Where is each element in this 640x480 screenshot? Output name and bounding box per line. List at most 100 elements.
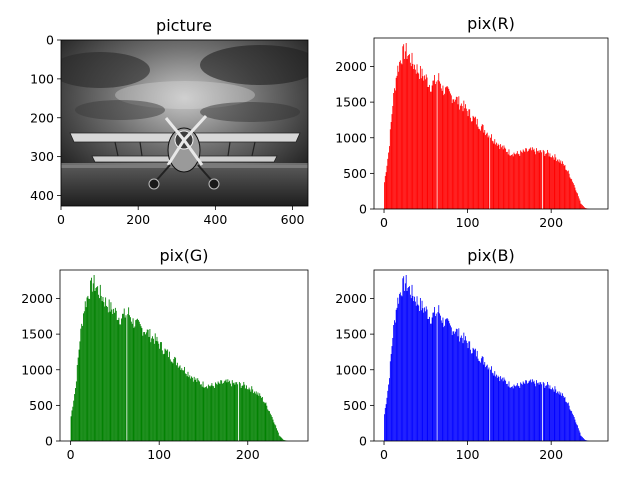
histogram-bar [83, 311, 85, 441]
histogram-bar [139, 324, 141, 441]
histogram-bar [165, 349, 167, 441]
histogram-bar [83, 313, 84, 441]
histogram-bar [538, 152, 540, 209]
histogram-bar [213, 386, 215, 441]
histogram-bar [530, 147, 532, 209]
histogram-bar [432, 312, 434, 441]
histogram-bar [205, 386, 207, 441]
histogram-bar [118, 317, 120, 441]
histogram-bar [190, 378, 192, 441]
histogram-bar [176, 362, 178, 441]
histogram-bar [440, 320, 442, 441]
histogram-bar [443, 95, 445, 209]
histogram-bar [189, 375, 191, 441]
y-tick-label: 400 [30, 188, 54, 203]
histogram-bar [485, 135, 486, 209]
histogram-bar [552, 155, 553, 209]
histogram-bar [516, 383, 518, 441]
histogram-bar [151, 338, 153, 441]
histogram-bar [143, 332, 145, 441]
histogram-bar [121, 318, 122, 441]
y-tick-label: 0 [359, 202, 367, 217]
histogram-bar [266, 405, 268, 441]
histogram-bar [480, 358, 482, 441]
histogram-bar [107, 312, 109, 441]
histogram-bar [152, 336, 153, 441]
histogram-bar [451, 103, 453, 209]
histogram-bar [561, 163, 563, 209]
histogram-bar [92, 283, 94, 441]
histogram-bar [419, 310, 420, 441]
histogram-bar [538, 384, 540, 441]
histogram-bar [274, 424, 276, 441]
histogram-bar [106, 306, 108, 441]
histogram-bar [487, 369, 489, 441]
histogram-bar [197, 378, 199, 441]
histogram-bar [582, 205, 583, 209]
histogram-bar [105, 297, 107, 441]
histogram-bar [207, 384, 209, 441]
histogram-bar [472, 347, 474, 441]
histogram-bar [584, 207, 586, 209]
histogram-bar [569, 177, 571, 209]
y-tick-label: 1000 [21, 362, 53, 377]
histogram-bar [446, 86, 448, 209]
histogram-bar [497, 143, 499, 209]
histogram-bar [429, 323, 431, 441]
histogram-bar [199, 384, 201, 441]
histogram-bar [109, 311, 111, 441]
histogram-bar [510, 155, 512, 209]
histogram-bar [481, 124, 483, 209]
histogram-bar [150, 342, 152, 441]
histogram-bar [384, 182, 385, 209]
histogram-bar [386, 165, 388, 209]
histogram-bar [434, 307, 436, 441]
histogram-bar [499, 381, 501, 441]
histogram-bar [557, 159, 558, 209]
histogram-bar [478, 360, 480, 441]
y-tick-label: 500 [343, 166, 367, 181]
histogram-bar [577, 428, 579, 441]
x-tick-label: 100 [147, 447, 171, 462]
histogram-bar [392, 105, 394, 209]
histogram-bar [261, 396, 263, 441]
histogram-bar [563, 397, 565, 441]
histogram-bar [475, 116, 476, 209]
histogram-bar [147, 329, 149, 441]
y-tick-label: 1500 [21, 327, 53, 342]
histogram-bar [584, 439, 586, 441]
histogram-bar [235, 382, 237, 441]
subplot-title: picture [156, 16, 212, 35]
histogram-bar [396, 307, 398, 441]
histogram-bar [504, 147, 506, 209]
histogram-bar [98, 294, 99, 441]
histogram-bar [166, 350, 168, 441]
y-tick-label: 200 [30, 110, 54, 125]
histogram-bar [491, 372, 493, 441]
y-axis: 0 500 1000 1500 2000 [335, 59, 374, 217]
histogram-bar [501, 145, 503, 209]
histogram-bar [185, 374, 187, 441]
histogram-bar [395, 77, 397, 209]
y-tick-label: 0 [359, 434, 367, 449]
histogram-bar [393, 325, 395, 441]
histogram-bar [549, 153, 551, 209]
histogram-bar [498, 145, 500, 209]
histogram-bar [541, 384, 542, 441]
histogram-bar [457, 104, 459, 209]
histogram-bar [280, 437, 282, 441]
histogram-bar [234, 384, 236, 441]
histogram-bar [475, 124, 477, 209]
histogram-bar [207, 388, 208, 441]
histogram-bar [401, 64, 403, 210]
histogram-bar [439, 313, 441, 441]
histogram-bar [414, 301, 416, 441]
y-tick-label: 300 [30, 149, 54, 164]
histogram-bar [218, 382, 220, 441]
histogram-bar [435, 313, 437, 441]
histogram-bar [556, 161, 558, 209]
histogram-bar [568, 173, 570, 209]
x-tick-label: 200 [539, 447, 563, 462]
histogram-bar [142, 335, 144, 441]
histogram-bar [509, 387, 511, 441]
